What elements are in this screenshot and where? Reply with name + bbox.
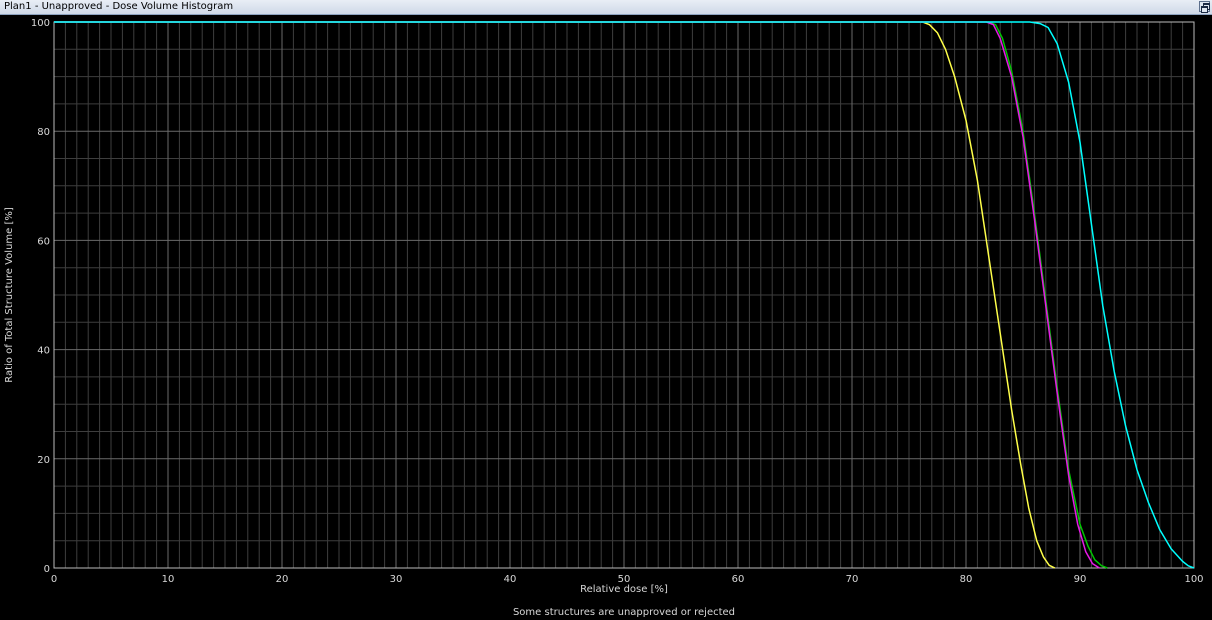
y-tick-label: 60: [37, 236, 50, 247]
x-tick-label: 40: [504, 574, 517, 585]
x-axis-label: Relative dose [%]: [580, 584, 668, 595]
x-tick-label: 70: [846, 574, 859, 585]
x-tick-labels: 0 10 20 30 40 50 60 70 80 90 100: [51, 574, 1204, 585]
dvh-curve-1: [54, 21, 1056, 569]
y-axis-label: Ratio of Total Structure Volume [%]: [4, 207, 15, 383]
x-tick-label: 10: [162, 574, 175, 585]
x-tick-label: 30: [390, 574, 403, 585]
x-tick-label: 80: [960, 574, 973, 585]
y-tick-label: 20: [37, 455, 50, 466]
window-titlebar: Plan1 - Unapproved - Dose Volume Histogr…: [0, 0, 1212, 15]
status-message: Some structures are unapproved or reject…: [512, 607, 736, 618]
x-tick-label: 20: [276, 574, 289, 585]
y-tick-labels: 0 20 40 60 80 100: [31, 18, 50, 575]
y-tick-label: 100: [31, 18, 50, 29]
y-tick-label: 0: [44, 564, 50, 575]
dvh-curves: [54, 21, 1195, 569]
dvh-curve-4: [54, 21, 1195, 569]
y-tick-label: 40: [37, 346, 50, 357]
x-tick-label: 90: [1074, 574, 1087, 585]
x-tick-label: 0: [51, 574, 57, 585]
dvh-curve-3: [54, 21, 1100, 569]
window-title: Plan1 - Unapproved - Dose Volume Histogr…: [4, 1, 234, 12]
minor-gridlines: [54, 22, 1194, 568]
dvh-chart: 0 10 20 30 40 50 60 70 80 90 100 0 20 40 60 80 100 Rela…: [4, 18, 1204, 595]
restore-window-icon[interactable]: [1199, 1, 1210, 13]
x-tick-label: 100: [1184, 574, 1203, 585]
x-tick-label: 50: [618, 574, 631, 585]
x-tick-label: 60: [732, 574, 745, 585]
y-tick-label: 80: [37, 127, 50, 138]
